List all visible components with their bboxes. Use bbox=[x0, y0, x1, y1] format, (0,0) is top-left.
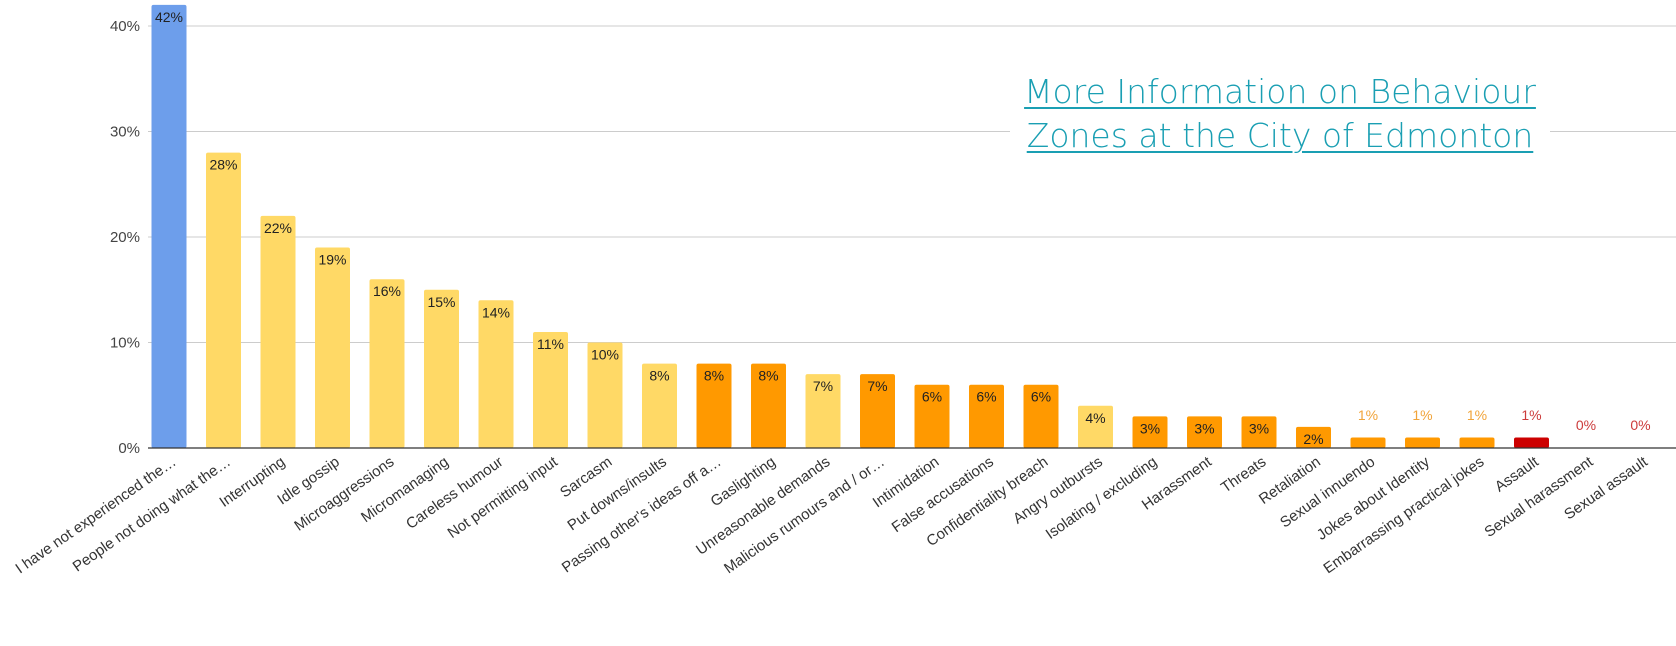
bar-malicious-rumours-and-or bbox=[860, 374, 895, 448]
data-label: 7% bbox=[813, 378, 833, 394]
bar-microaggressions bbox=[369, 279, 405, 448]
y-tick-label: 10% bbox=[110, 335, 140, 352]
data-label: 7% bbox=[867, 378, 887, 394]
x-axis-categories: I have not experienced the…People not do… bbox=[12, 453, 1651, 577]
data-label: 6% bbox=[1031, 389, 1051, 405]
data-label: 6% bbox=[976, 389, 996, 405]
bar-passing-other-s-ideas-off-a bbox=[696, 363, 732, 448]
bar-threats bbox=[1241, 416, 1277, 448]
data-label: 3% bbox=[1249, 420, 1269, 436]
bar-assault bbox=[1514, 437, 1549, 448]
category-label: Microaggressions bbox=[291, 453, 397, 534]
bar-sarcasm bbox=[587, 342, 623, 448]
data-label: 4% bbox=[1085, 410, 1105, 426]
y-tick-label: 0% bbox=[118, 440, 140, 457]
bar-intimidation bbox=[914, 384, 950, 448]
bar-gaslighting bbox=[751, 363, 786, 448]
data-label: 1% bbox=[1467, 407, 1487, 423]
data-label: 3% bbox=[1194, 420, 1214, 436]
bar-embarrassing-practical-jokes bbox=[1459, 437, 1495, 448]
bar-micromanaging bbox=[424, 289, 459, 448]
data-label: 8% bbox=[649, 368, 669, 384]
y-tick-label: 20% bbox=[110, 229, 140, 246]
bar-idle-gossip bbox=[315, 247, 350, 448]
data-label: 19% bbox=[318, 252, 346, 268]
bar-sexual-innuendo bbox=[1350, 437, 1386, 448]
bar-unreasonable-demands bbox=[805, 374, 841, 448]
bar-angry-outbursts bbox=[1078, 405, 1113, 448]
bar-interrupting bbox=[260, 215, 296, 448]
y-tick-label: 40% bbox=[110, 18, 140, 35]
bar-i-have-not-experienced-the bbox=[151, 4, 187, 449]
bar-careless-humour bbox=[478, 300, 514, 448]
data-label: 6% bbox=[922, 389, 942, 405]
data-label: 14% bbox=[482, 304, 510, 320]
data-label: 16% bbox=[373, 283, 401, 299]
data-label: 1% bbox=[1358, 407, 1378, 423]
bar-put-downs-insults bbox=[642, 363, 677, 448]
data-label: 11% bbox=[537, 336, 564, 352]
data-label: 2% bbox=[1303, 431, 1323, 447]
data-label: 28% bbox=[209, 157, 237, 173]
data-label: 1% bbox=[1521, 407, 1541, 423]
data-label: 10% bbox=[591, 347, 619, 363]
gridlines bbox=[148, 25, 1676, 343]
behaviour-zones-info-link[interactable]: More Information on Behaviour Zones at t… bbox=[1010, 70, 1550, 210]
data-labels: 42% 28% 22% 19% 16% 15% 14% 11% 10% 8% 8% 8% 7% 7% 6% 6… bbox=[155, 9, 1651, 447]
data-label: 42% bbox=[155, 9, 183, 25]
data-label: 3% bbox=[1140, 420, 1160, 436]
data-label: 0% bbox=[1630, 417, 1650, 433]
data-label: 22% bbox=[264, 220, 292, 236]
y-tick-label: 30% bbox=[110, 124, 140, 141]
bar-confidentiality-breach bbox=[1023, 384, 1059, 448]
bar-jokes-about-identity bbox=[1405, 437, 1440, 448]
data-label: 0% bbox=[1576, 417, 1596, 433]
data-label: 8% bbox=[704, 368, 724, 384]
bar-not-permitting-input bbox=[533, 331, 568, 448]
data-label: 1% bbox=[1412, 407, 1432, 423]
bar-harassment bbox=[1187, 416, 1222, 448]
y-axis-ticks: 0% 10% 20% 30% 40% bbox=[110, 18, 140, 457]
bars bbox=[151, 4, 1549, 449]
bar-isolating-excluding bbox=[1132, 416, 1168, 448]
data-label: 8% bbox=[758, 368, 778, 384]
bar-false-accusations bbox=[969, 384, 1004, 448]
bar-people-not-doing-what-the bbox=[206, 152, 241, 448]
data-label: 15% bbox=[427, 294, 455, 310]
bar-retaliation bbox=[1296, 426, 1331, 448]
